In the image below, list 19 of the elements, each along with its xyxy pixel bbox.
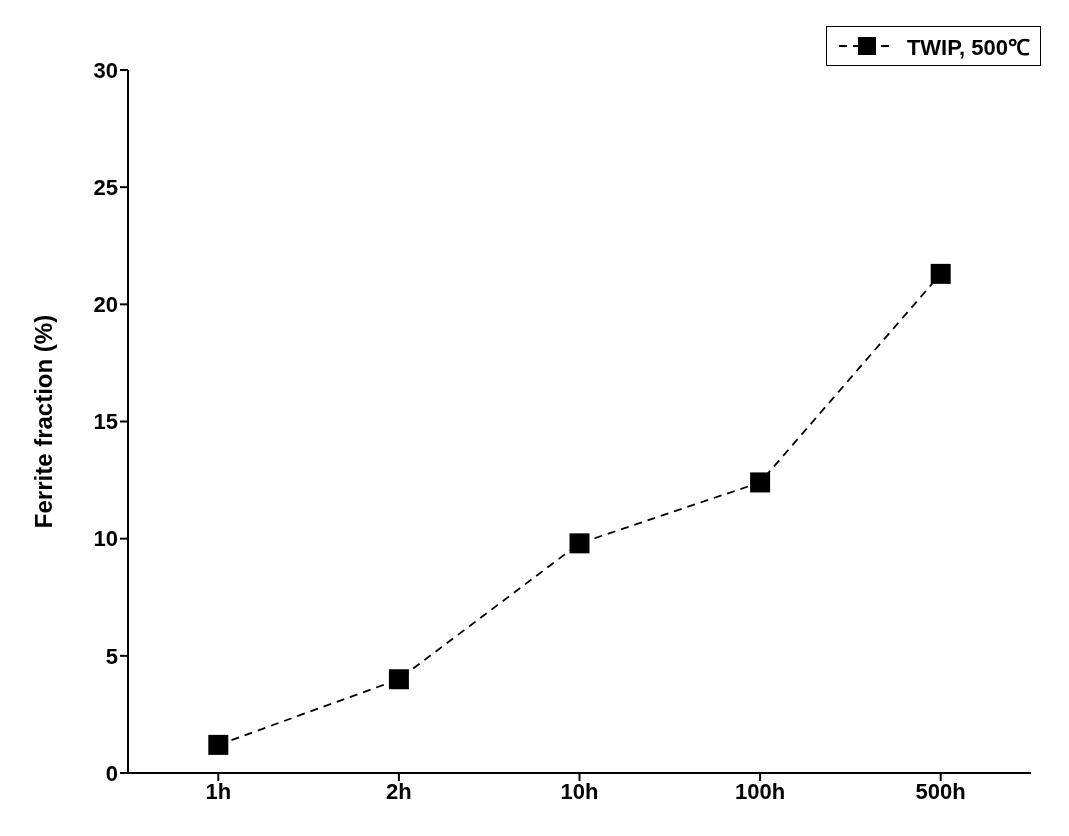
x-tick-label: 100h — [735, 778, 786, 804]
point — [750, 472, 771, 493]
x-tick-label: 500h — [915, 778, 966, 804]
point — [930, 263, 951, 284]
legend-label: TWIP, 500℃ — [906, 34, 1030, 61]
y-tick-label: 0 — [105, 760, 118, 786]
y-tick-label: 5 — [105, 643, 118, 669]
y-tick-label: 25 — [93, 174, 118, 200]
y-axis-title: Ferrite fraction (%) — [29, 314, 57, 529]
y-tick-label: 30 — [93, 57, 118, 83]
y-tick-label: 10 — [93, 526, 118, 552]
x-tick-label: 2h — [386, 778, 412, 804]
point — [569, 533, 590, 554]
y-tick-label: 15 — [93, 409, 118, 435]
x-tick-label: 10h — [560, 778, 599, 804]
x-tick-label: 1h — [205, 778, 232, 804]
point — [388, 669, 409, 690]
y-tick-label: 20 — [93, 292, 118, 318]
point — [208, 734, 229, 755]
